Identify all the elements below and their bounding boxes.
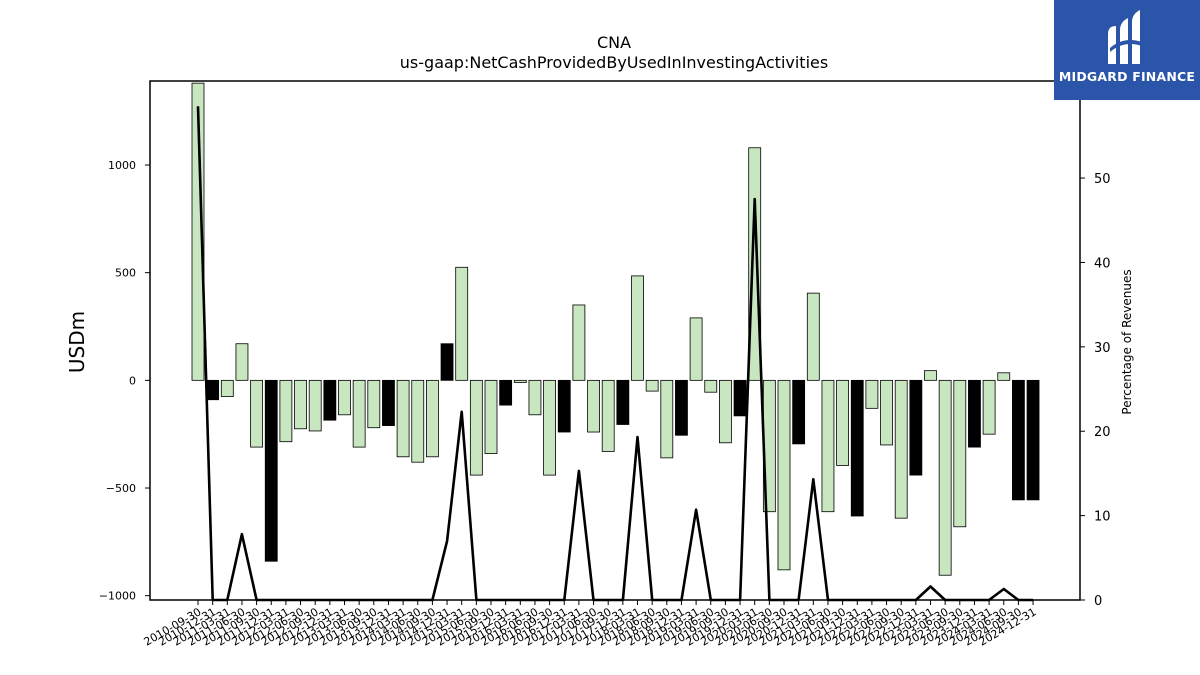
bar-2022-03-31 — [865, 379, 879, 409]
bar-2017-12-31 — [616, 379, 630, 425]
bar-2015-09-30 — [484, 379, 498, 454]
line-group — [196, 106, 1034, 602]
bar-2011-06-30 — [235, 343, 249, 381]
bar-2011-03-31 — [220, 379, 234, 397]
midgard-finance-logo: MIDGARD FINANCE — [1054, 0, 1200, 100]
bar-2014-12-31 — [440, 343, 454, 381]
bar-2013-03-31 — [338, 379, 351, 416]
bar-2022-12-31 — [909, 379, 923, 476]
logo-mark-icon — [1108, 10, 1142, 64]
bar-2019-03-31 — [689, 317, 703, 381]
y-tick-label: −1000 — [99, 590, 136, 603]
bar-2018-09-30 — [660, 379, 674, 459]
bar-2018-03-31 — [631, 275, 644, 381]
bar-2012-09-30 — [308, 379, 322, 432]
bar-2010-09-30 — [191, 82, 205, 381]
bar-2014-09-30 — [425, 379, 439, 458]
y-axis-label: USDm — [65, 311, 89, 373]
y2-tick-label: 0 — [1094, 594, 1102, 609]
bar-2016-06-30 — [528, 379, 542, 416]
bar-2023-09-30 — [953, 379, 967, 528]
y2-axis-label: Percentage of Revenues — [1120, 269, 1134, 414]
revenue-percentage-line — [196, 106, 1034, 602]
plot-frame — [149, 80, 1081, 601]
bar-2013-09-30 — [367, 379, 381, 429]
bar-2018-06-30 — [645, 379, 659, 392]
bar-2024-03-31 — [982, 379, 996, 435]
ticks-group: −1000−5000500100001020304050602010-09-30… — [99, 88, 1111, 649]
chart-title: CNA — [597, 33, 631, 52]
y-tick-label: −500 — [106, 482, 136, 495]
bar-2018-12-31 — [675, 379, 688, 436]
bar-2015-12-31 — [499, 379, 513, 406]
bar-2013-12-31 — [382, 379, 395, 426]
bar-2015-06-30 — [469, 379, 483, 476]
y2-tick-label: 50 — [1094, 172, 1111, 187]
bar-2021-12-31 — [850, 379, 864, 517]
bar-2023-06-30 — [938, 379, 952, 576]
bar-2011-09-30 — [250, 379, 264, 448]
bar-2015-03-31 — [455, 266, 469, 381]
bar-2010-12-31 — [206, 379, 220, 401]
bar-2022-09-30 — [894, 379, 908, 519]
y-tick-label: 500 — [115, 267, 136, 280]
bar-2017-06-30 — [587, 379, 600, 433]
bar-2024-09-30 — [1012, 379, 1025, 501]
y-tick-label: 0 — [129, 374, 136, 387]
bar-2012-03-31 — [279, 379, 293, 443]
bar-2019-06-30 — [704, 379, 718, 393]
logo-text: MIDGARD FINANCE — [1058, 69, 1196, 84]
bars-group — [191, 82, 1040, 576]
bar-2021-03-31 — [806, 292, 820, 381]
bar-2019-12-31 — [733, 379, 747, 417]
bar-2016-12-31 — [557, 379, 571, 433]
y-tick-label: 1000 — [108, 159, 136, 172]
bar-2014-03-31 — [396, 379, 410, 458]
bar-2011-12-31 — [264, 379, 278, 562]
bar-2024-06-30 — [997, 372, 1011, 381]
y2-tick-label: 20 — [1094, 425, 1111, 440]
y2-tick-label: 40 — [1094, 256, 1111, 271]
chart-subtitle: us-gaap:NetCashProvidedByUsedInInvesting… — [400, 53, 828, 72]
bar-2017-09-30 — [601, 379, 615, 452]
bar-2022-06-30 — [880, 379, 893, 446]
bar-2016-09-30 — [543, 379, 556, 476]
bar-2021-06-30 — [821, 379, 835, 513]
bar-2019-09-30 — [719, 379, 732, 444]
y2-tick-label: 10 — [1094, 510, 1111, 525]
bar-2013-06-30 — [352, 379, 366, 448]
bar-2024-12-31 — [1026, 379, 1040, 501]
bar-2021-09-30 — [836, 379, 849, 466]
bar-2020-12-31 — [792, 379, 806, 445]
y2-tick-label: 30 — [1094, 341, 1111, 356]
bar-2020-09-30 — [777, 379, 791, 571]
bar-2012-12-31 — [323, 379, 337, 421]
bar-2020-03-31 — [748, 147, 762, 381]
bar-2023-03-31 — [924, 370, 937, 381]
bar-2012-06-30 — [294, 379, 307, 430]
bar-2016-03-31 — [513, 379, 527, 383]
bar-2017-03-31 — [572, 304, 586, 381]
bar-2014-06-30 — [411, 379, 425, 463]
bar-2023-12-31 — [968, 379, 981, 448]
